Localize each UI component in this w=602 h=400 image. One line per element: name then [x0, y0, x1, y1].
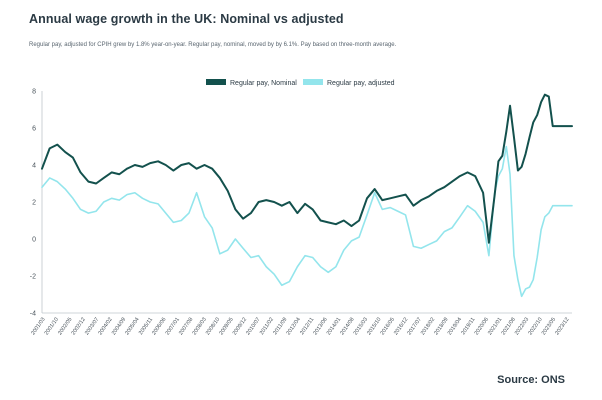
series-line-nominal [41, 93, 573, 244]
legend: Regular pay, Nominal Regular pay, adjust… [206, 79, 395, 87]
series-line-adjusted [41, 145, 573, 298]
y-tick-label: 8 [32, 89, 36, 96]
y-tick-label: 2 [32, 200, 36, 207]
series-layer [41, 93, 573, 298]
y-axis: -4 -2 0 2 4 6 8 [30, 89, 43, 318]
chart-subtitle: Regular pay, adjusted for CPIH grew by 1… [29, 42, 397, 48]
chart-title: Annual wage growth in the UK: Nominal vs… [29, 12, 344, 26]
y-tick-label: 0 [32, 237, 36, 244]
legend-swatch-nominal [206, 79, 226, 85]
y-tick-label: 6 [32, 126, 36, 133]
legend-label-nominal: Regular pay, Nominal [230, 80, 297, 87]
source-note: Source: ONS [497, 374, 565, 386]
y-tick-label: -4 [30, 311, 36, 318]
legend-label-adjusted: Regular pay, adjusted [327, 80, 395, 87]
y-tick-label: -2 [30, 274, 36, 281]
x-tick-label: 2023/12 [554, 317, 570, 337]
y-tick-label: 4 [32, 163, 36, 170]
x-axis: 2001/032001/102002/052002/122003/072004/… [30, 312, 572, 337]
legend-swatch-adjusted [303, 79, 323, 85]
